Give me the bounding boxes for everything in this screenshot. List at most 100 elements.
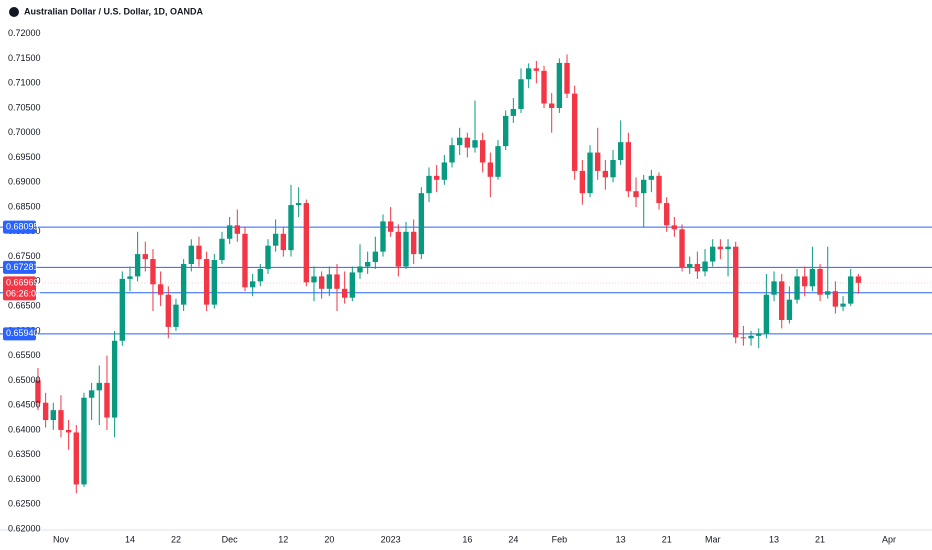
candle-body: [763, 294, 770, 334]
candle-body: [502, 115, 509, 147]
y-tick-label: 0.69500: [8, 152, 41, 162]
y-tick-label: 0.63500: [8, 449, 41, 459]
y-tick-label: 0.64000: [8, 424, 41, 434]
candle-body: [249, 281, 256, 288]
candle-body: [840, 303, 846, 307]
level-tag: [3, 260, 36, 274]
candle-body: [303, 203, 310, 283]
candle-body: [272, 233, 279, 246]
candle-body: [595, 152, 601, 171]
candle-body: [472, 140, 478, 148]
candle-body: [119, 278, 125, 341]
y-tick-label: 0.62000: [8, 523, 41, 533]
candle-body: [219, 238, 225, 261]
last-price-tag: [3, 276, 36, 301]
candle-body: [694, 264, 701, 272]
x-tick-label: 16: [462, 534, 472, 544]
candle-body: [618, 142, 624, 160]
candle-body: [771, 281, 777, 295]
candle-body: [733, 246, 739, 338]
candle-body: [679, 229, 685, 267]
candle-body: [395, 231, 402, 267]
y-tick-label: 0.65000: [8, 375, 41, 385]
candle-body: [173, 304, 179, 327]
x-tick-label: 14: [125, 534, 135, 544]
candle-body: [756, 333, 762, 336]
candle-body: [180, 264, 187, 305]
candle-body: [825, 291, 831, 295]
candle-body: [802, 276, 808, 287]
candle-body: [794, 276, 800, 300]
candle-body: [58, 410, 64, 430]
candle-body: [127, 276, 133, 279]
candle-body: [104, 382, 110, 418]
x-tick-label: 22: [171, 534, 181, 544]
y-tick-label: 0.70000: [8, 127, 41, 137]
candle-body: [288, 205, 294, 251]
candle-body: [88, 390, 95, 398]
candle-body: [372, 251, 379, 263]
candle-body: [318, 276, 325, 289]
candle-body: [564, 62, 570, 94]
candle-body: [257, 268, 263, 282]
x-tick-label: Dec: [222, 534, 239, 544]
candle-body: [234, 225, 240, 234]
candle-body: [349, 272, 356, 298]
candle-body: [242, 233, 248, 288]
candle-body: [50, 410, 56, 421]
candle-body: [572, 93, 578, 171]
candle-body: [556, 62, 563, 108]
level-tag: [3, 327, 36, 341]
last-price-label: 0.66969: [6, 277, 39, 287]
candle-body: [165, 294, 171, 327]
candle-body: [35, 380, 41, 403]
candle-body: [725, 246, 731, 250]
candle-body: [111, 340, 118, 418]
candle-body: [387, 221, 394, 232]
candle-body: [855, 276, 862, 283]
y-tick-label: 0.63000: [8, 474, 41, 484]
candle-body: [832, 291, 839, 307]
candle-body: [848, 276, 854, 304]
candle-body: [456, 137, 463, 146]
candle-body: [579, 170, 586, 194]
candle-body: [265, 245, 271, 269]
x-tick-label: Nov: [53, 534, 70, 544]
candle-body: [779, 281, 785, 320]
candle-body: [625, 142, 632, 192]
candle-body: [280, 233, 287, 251]
y-tick-label: 0.67500: [8, 251, 41, 261]
candle-body: [426, 175, 432, 194]
candle-body: [510, 108, 517, 116]
candle-body: [687, 264, 693, 267]
candle-body: [809, 268, 816, 287]
candle-body: [81, 397, 87, 485]
y-tick-label: 0.64500: [8, 400, 41, 410]
candle-body: [403, 231, 409, 267]
y-tick-label: 0.72000: [8, 28, 41, 38]
level-label: 0.68095: [6, 221, 39, 231]
candle-body: [533, 68, 540, 71]
candle-body: [495, 146, 501, 177]
candle-body: [157, 284, 164, 295]
candle-body: [42, 402, 49, 421]
candle-body: [65, 429, 72, 433]
candle-body: [487, 162, 494, 177]
y-tick-label: 0.68500: [8, 201, 41, 211]
candle-body: [648, 175, 655, 180]
level-tag: [3, 220, 36, 234]
countdown: 06:26:08: [6, 288, 41, 298]
candle-body: [656, 175, 662, 204]
candle-body: [610, 159, 616, 178]
candle-body: [433, 175, 440, 180]
candle-body: [418, 193, 425, 255]
y-tick-label: 0.71500: [8, 53, 41, 63]
candle-body: [525, 68, 532, 80]
x-tick-label: 13: [769, 534, 779, 544]
level-label: 0.65940: [6, 328, 39, 338]
candle-body: [188, 245, 194, 265]
candle-body: [211, 260, 217, 305]
candle-body: [464, 137, 471, 148]
x-tick-label: 21: [662, 534, 672, 544]
